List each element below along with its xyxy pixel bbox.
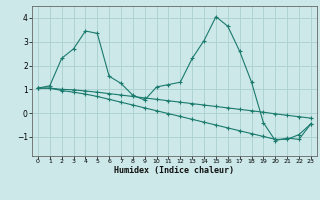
X-axis label: Humidex (Indice chaleur): Humidex (Indice chaleur) — [115, 166, 234, 175]
